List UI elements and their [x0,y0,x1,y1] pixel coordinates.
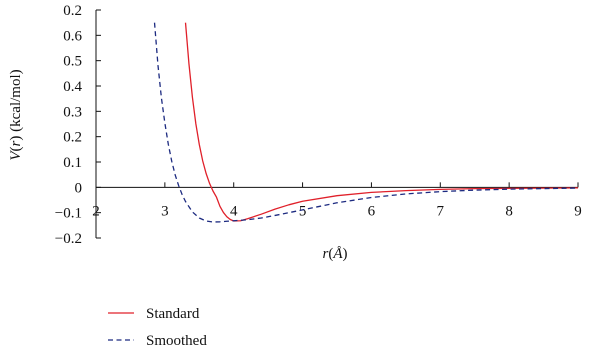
x-tick-label: 5 [299,203,307,219]
y-tick-label: 0 [75,180,83,196]
x-tick-label: 3 [161,203,169,219]
x-tick-label: 6 [368,203,376,219]
y-ticks: 0.2 0.6 0.5 0.4 0.3 0.2 0.1 0 −0.1 −0.2 [55,3,101,247]
y-tick-label: 0.2 [63,130,82,146]
x-tick-label: 4 [230,203,238,219]
series-line-standard [184,22,579,222]
y-tick-label: 0.2 [63,3,82,19]
x-tick-label: 7 [437,203,445,219]
series-layer [153,22,579,223]
y-tick-label: 0.3 [63,104,82,120]
x-tick-label: 8 [505,203,513,219]
y-tick-label: 0.4 [63,79,82,95]
legend-label-smoothed: Smoothed [146,333,207,349]
y-tick-label: −0.2 [55,231,82,247]
x-tick-label: 2 [92,203,100,219]
x-axis-title: r(Å) [322,246,347,262]
y-tick-label: 0.1 [63,155,82,171]
x-ticks: 2 3 4 5 6 7 8 9 [92,182,582,219]
y-axis-title: V(r) (kcal/mol) [8,69,24,160]
x-tick-label: 9 [574,203,582,219]
series-line-smoothed [153,22,579,223]
legend-label-standard: Standard [146,306,200,322]
y-tick-label: 0.5 [63,54,82,70]
axes [95,10,578,238]
legend: Standard Smoothed [108,306,207,349]
y-tick-label: 0.6 [63,28,82,44]
y-tick-label: −0.1 [55,206,82,222]
